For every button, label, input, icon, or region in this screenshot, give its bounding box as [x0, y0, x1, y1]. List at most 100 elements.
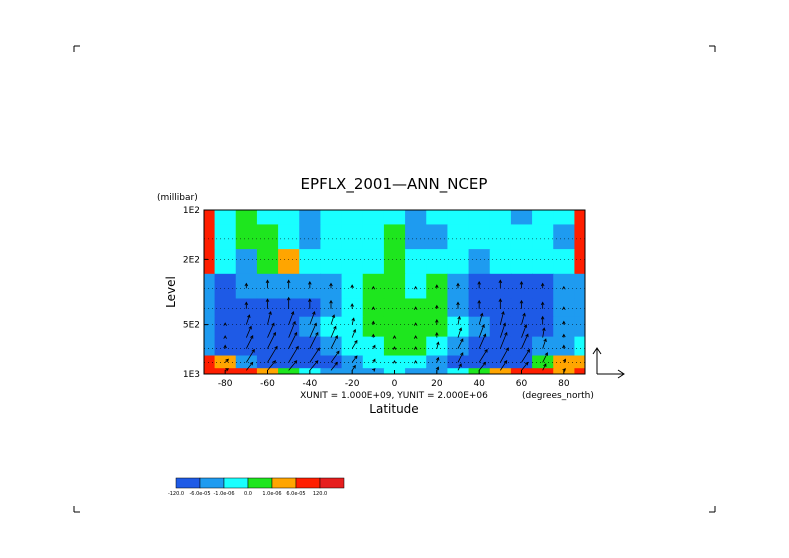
- x-tick-label: -20: [345, 379, 360, 389]
- field-cell: [320, 210, 343, 226]
- field-cell: [204, 368, 216, 374]
- flux-arrow: [498, 298, 503, 309]
- flux-arrow: [521, 324, 528, 338]
- flux-arrow: [413, 359, 418, 364]
- field-cell: [447, 224, 470, 250]
- field-cell: [204, 249, 216, 275]
- flux-arrow: [309, 331, 319, 349]
- vector-units-caption: XUNIT = 1.000E+09, YUNIT = 2.000E+06: [300, 391, 488, 401]
- field-cell: [214, 316, 237, 338]
- field-cell: [468, 316, 491, 338]
- field-cell: [489, 368, 512, 374]
- reference-vector-right-icon: [597, 369, 625, 379]
- flux-arrow: [435, 356, 440, 363]
- field-cell: [383, 298, 406, 318]
- flux-arrow: [288, 345, 299, 363]
- field-cell: [204, 210, 216, 226]
- field-cell: [574, 249, 585, 275]
- x-units: (degrees_north): [522, 391, 594, 401]
- field-cell: [405, 249, 427, 275]
- field-cell: [426, 249, 449, 275]
- field-cell: [204, 355, 216, 369]
- flux-arrow: [413, 285, 418, 290]
- colorbar-swatch: [223, 477, 249, 489]
- field-cell: [278, 210, 300, 226]
- field-cell: [341, 210, 364, 226]
- field-cell: [214, 224, 237, 250]
- field-cell: [532, 210, 554, 226]
- flux-arrow: [562, 306, 566, 310]
- field-cell: [468, 210, 491, 226]
- flux-arrow: [223, 344, 227, 349]
- field-cell: [383, 210, 406, 226]
- flux-arrow: [436, 341, 440, 349]
- field-cell: [235, 210, 258, 226]
- field-cell: [278, 336, 300, 357]
- field-cell: [299, 224, 322, 250]
- field-cell: [256, 210, 279, 226]
- y-tick-label: 5E2: [183, 321, 200, 331]
- field-cell: [574, 355, 585, 369]
- y-tick-label: 1E3: [183, 370, 200, 380]
- flux-arrow: [435, 366, 439, 371]
- flux-arrow: [542, 363, 547, 371]
- flux-arrow: [371, 320, 376, 325]
- colorbar-label: 1.0e-06: [262, 491, 281, 497]
- field-cell: [362, 368, 385, 374]
- flux-arrow: [308, 281, 312, 289]
- field-cell: [489, 210, 512, 226]
- field-cell: [278, 368, 300, 374]
- flux-arrow: [330, 361, 338, 371]
- flux-arrow: [372, 358, 376, 363]
- flux-arrow: [288, 320, 296, 338]
- y-axis-label: Level: [164, 276, 178, 308]
- colorbar-swatch: [295, 477, 321, 489]
- flux-arrow: [499, 311, 505, 325]
- flux-arrow: [413, 306, 418, 310]
- field-cell: [510, 316, 533, 338]
- flux-arrow: [457, 338, 464, 349]
- field-cell: [214, 249, 237, 275]
- field-cell: [468, 249, 491, 275]
- colorbar-label: 120.0: [313, 491, 327, 497]
- flux-arrow: [542, 338, 547, 349]
- colorbar-swatch: [247, 477, 273, 489]
- field-cell: [341, 316, 364, 338]
- flux-arrow: [562, 333, 566, 338]
- field-cell: [405, 368, 427, 374]
- flux-arrow: [521, 348, 530, 363]
- flux-arrow: [350, 303, 354, 309]
- field-cell: [574, 273, 585, 300]
- field-cell: [341, 224, 364, 250]
- colorbar-label: 6.0e-05: [286, 491, 305, 497]
- flux-arrow: [478, 348, 488, 363]
- x-tick-label: 60: [516, 379, 528, 389]
- flux-arrow: [457, 352, 464, 363]
- field-cell: [362, 224, 385, 250]
- field-cell: [299, 336, 322, 357]
- flux-arrow: [457, 327, 463, 338]
- colorbar-label: 0.0: [244, 491, 252, 497]
- flux-arrow: [435, 318, 439, 325]
- field-cell: [383, 316, 406, 338]
- field-cell: [235, 336, 258, 357]
- field-cell: [426, 316, 449, 338]
- field-cell: [553, 249, 576, 275]
- field-cell: [426, 224, 449, 250]
- field-cell: [362, 316, 385, 338]
- field-cell: [214, 210, 237, 226]
- field-cell: [204, 316, 216, 338]
- flux-arrow: [223, 322, 227, 326]
- field-cell: [574, 316, 585, 338]
- x-tick-label: 0: [392, 379, 398, 389]
- reference-vector-up-icon: [592, 347, 602, 374]
- flux-arrow: [267, 311, 272, 325]
- x-tick-label: -80: [218, 379, 233, 389]
- flux-arrow: [435, 304, 439, 309]
- flux-arrow: [392, 346, 397, 350]
- flux-arrow: [562, 344, 566, 349]
- flux-arrow: [267, 331, 277, 349]
- flux-arrow: [329, 299, 333, 309]
- flux-arrow: [499, 322, 507, 338]
- field-cell: [299, 316, 322, 338]
